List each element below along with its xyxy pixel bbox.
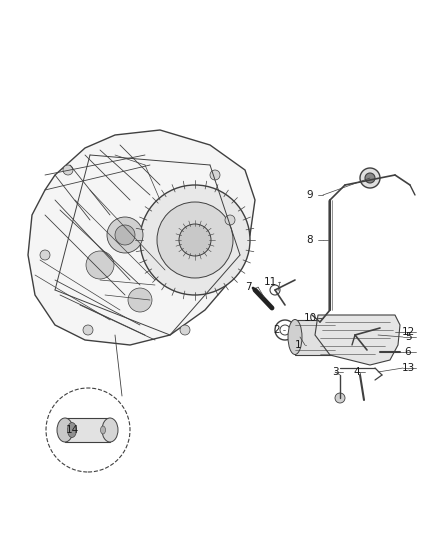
- Text: 2: 2: [274, 325, 280, 335]
- Circle shape: [140, 185, 250, 295]
- Ellipse shape: [376, 346, 384, 358]
- Text: 14: 14: [65, 425, 79, 435]
- Text: 9: 9: [307, 190, 313, 200]
- Circle shape: [360, 168, 380, 188]
- Circle shape: [115, 225, 135, 245]
- Text: 11: 11: [263, 277, 277, 287]
- Text: 5: 5: [405, 332, 411, 342]
- Circle shape: [180, 325, 190, 335]
- Circle shape: [40, 250, 50, 260]
- Circle shape: [128, 288, 152, 312]
- Circle shape: [225, 215, 235, 225]
- Text: 4: 4: [354, 367, 360, 377]
- Polygon shape: [315, 315, 400, 365]
- Ellipse shape: [328, 319, 342, 354]
- Circle shape: [179, 224, 211, 256]
- Circle shape: [365, 173, 375, 183]
- Text: 6: 6: [405, 347, 411, 357]
- Circle shape: [157, 202, 233, 278]
- Circle shape: [335, 393, 345, 403]
- Polygon shape: [28, 130, 255, 345]
- Ellipse shape: [100, 426, 106, 434]
- Circle shape: [63, 165, 73, 175]
- Ellipse shape: [67, 423, 77, 438]
- Ellipse shape: [102, 418, 118, 442]
- Text: 8: 8: [307, 235, 313, 245]
- Ellipse shape: [57, 418, 73, 442]
- Text: 13: 13: [401, 363, 415, 373]
- Text: 7: 7: [245, 282, 251, 292]
- Text: 1: 1: [295, 340, 301, 350]
- Text: 12: 12: [401, 327, 415, 337]
- Circle shape: [210, 170, 220, 180]
- Polygon shape: [65, 418, 110, 442]
- Circle shape: [107, 217, 143, 253]
- Circle shape: [83, 325, 93, 335]
- Text: 3: 3: [332, 367, 338, 377]
- Circle shape: [86, 251, 114, 279]
- Ellipse shape: [288, 319, 302, 354]
- Polygon shape: [295, 320, 335, 355]
- Text: 10: 10: [304, 313, 317, 323]
